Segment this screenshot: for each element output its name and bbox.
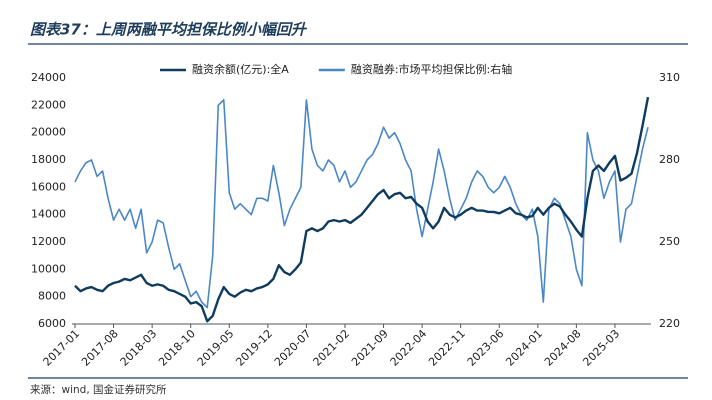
source: 来源：wind, 国金证券研究所: [30, 383, 167, 396]
x-tick-label: 2022-11: [426, 327, 468, 369]
series-line: [74, 96, 650, 323]
y-tick-label: 12000: [31, 235, 66, 248]
y-tick-label: 16000: [31, 180, 66, 193]
legend-label: 融资融券:市场平均担保比例:右轴: [351, 62, 512, 76]
y-tick-label: 22000: [31, 98, 66, 111]
y-tick-label: 18000: [31, 153, 66, 166]
x-tick-label: 2021-09: [349, 327, 391, 369]
x-tick-label: 2024-01: [503, 327, 545, 369]
x-tick-label: 2024-08: [542, 327, 584, 369]
series-line: [74, 99, 649, 309]
x-tick-label: 2023-06: [465, 327, 507, 369]
x-tick-label: 2020-07: [272, 327, 314, 369]
y2-tick-label: 310: [659, 71, 680, 84]
y2-tick-label: 250: [659, 235, 680, 248]
y-tick-label: 10000: [31, 262, 66, 275]
legend-label: 融资余额(亿元):全A: [192, 62, 289, 76]
y-tick-label: 20000: [31, 126, 66, 139]
x-tick-label: 2022-04: [388, 327, 430, 369]
x-tick-label: 2017-01: [41, 327, 83, 369]
y-tick-label: 6000: [38, 317, 66, 330]
y2-tick-label: 280: [659, 153, 680, 166]
x-tick-label: 2019-12: [233, 327, 275, 369]
y-tick-label: 14000: [31, 208, 66, 221]
chart-title: 图表37：上周两融平均担保比例小幅回升: [30, 21, 308, 39]
y-tick-label: 8000: [38, 290, 66, 303]
x-tick-label: 2018-03: [118, 327, 160, 369]
x-tick-label: 2018-10: [156, 327, 198, 369]
y-tick-label: 24000: [31, 71, 66, 84]
x-tick-label: 2021-02: [311, 327, 353, 369]
y2-tick-label: 220: [659, 317, 680, 330]
x-tick-label: 2025-03: [580, 327, 622, 369]
x-tick-label: 2017-08: [79, 327, 121, 369]
x-tick-label: 2019-05: [195, 327, 237, 369]
